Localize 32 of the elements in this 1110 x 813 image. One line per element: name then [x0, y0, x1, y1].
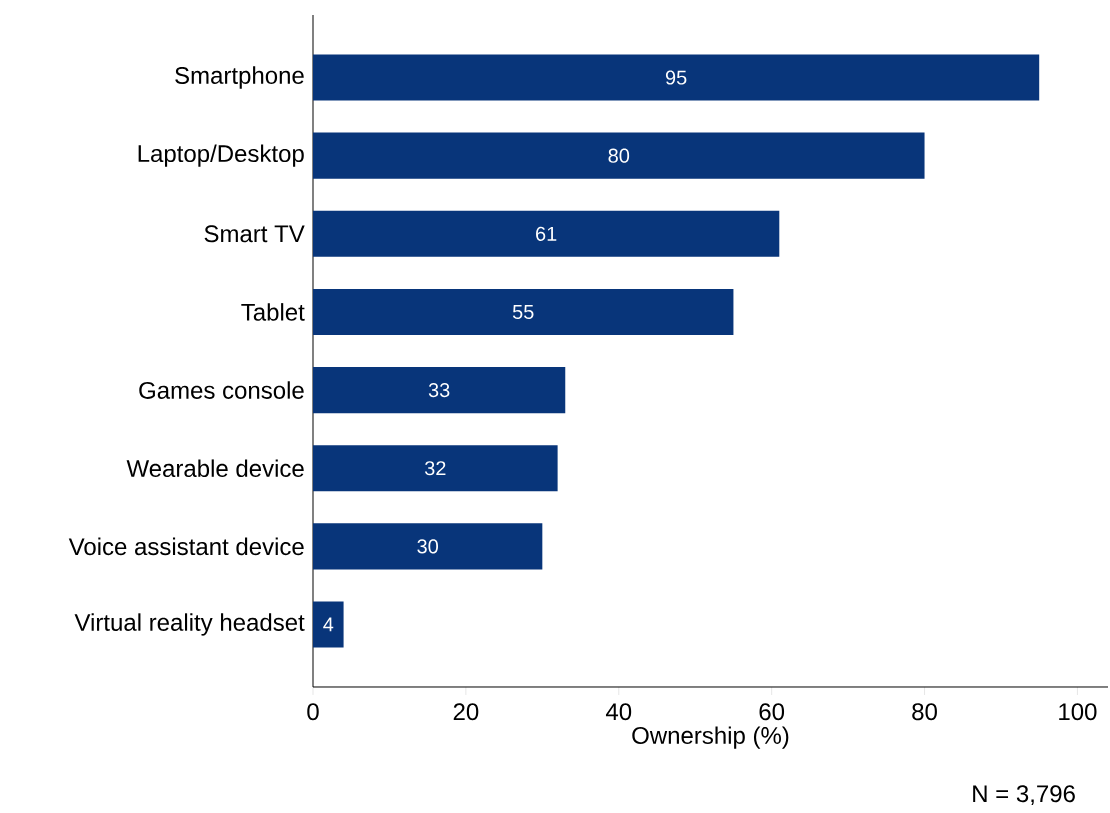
y-tick-label: Tablet: [241, 303, 305, 321]
text: N = 3,796: [973, 785, 1075, 806]
x-tick-label: 60: [759, 703, 785, 721]
bar: [313, 445, 558, 492]
y-tick-label: Laptop/Desktop: [138, 144, 304, 167]
data-label: 30: [417, 539, 439, 554]
bar: [313, 288, 734, 335]
x-tick-label: 80: [912, 703, 937, 721]
data-label: 55: [512, 304, 534, 319]
data-label: 80: [608, 148, 630, 163]
bar: [313, 367, 566, 414]
bar: [313, 523, 543, 570]
data-label: 61: [536, 226, 557, 241]
x-tick-label: 100: [1059, 703, 1097, 721]
bar: [313, 132, 925, 179]
y-tick-label: Virtual reality headset: [74, 613, 305, 636]
y-tick-label: Wearable device: [126, 459, 304, 478]
x-tick-label: 0: [307, 703, 319, 721]
x-tick-label: 40: [605, 703, 632, 721]
bar: [313, 210, 780, 257]
x-tick-label: 20: [453, 703, 479, 721]
y-tick-label: Smart TV: [204, 225, 305, 243]
data-label: 33: [428, 382, 450, 398]
y-tick-label: Voice assistant device: [68, 537, 304, 556]
bar: [313, 601, 344, 648]
bar: [313, 54, 1040, 101]
data-label: 4: [323, 617, 334, 632]
data-label: 32: [424, 461, 446, 476]
y-tick-label: Games console: [139, 381, 304, 399]
x-axis-title: Ownership (%): [632, 726, 789, 749]
data-label: 95: [665, 70, 687, 85]
y-tick-label: Smartphone: [175, 66, 304, 89]
